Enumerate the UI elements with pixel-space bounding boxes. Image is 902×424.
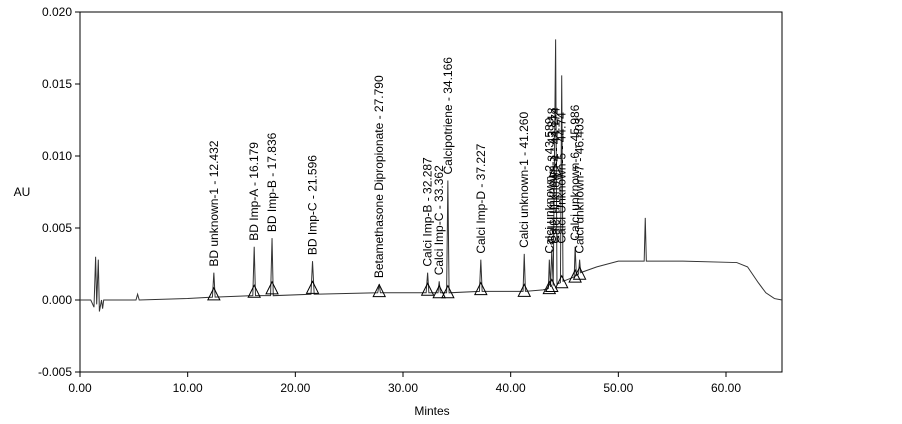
x-tick-label: 50.00 [603,381,633,395]
peak-marker [207,286,221,301]
peak-label: Calci unknown-2 - 43.589 [542,117,556,253]
peak-marker [432,284,447,299]
peak-label: Betamethasone Dipropionate - 27.790 [372,75,386,278]
peak-marker [305,280,320,294]
x-axis-label: Mintes [414,404,449,418]
peak-label: Calci Imp-B - 32.287 [421,157,435,267]
peak-label: Calci unknown-6 - 45.986 [568,104,582,240]
peak-label: Calci Imp-C - 33.362 [432,165,446,275]
x-tick-label: 30.00 [388,381,418,395]
x-tick-label: 20.00 [280,381,310,395]
peak-marker [265,280,279,295]
x-tick-label: 0.00 [68,381,92,395]
peak-marker [420,282,435,296]
peak-marker [554,274,569,289]
peak-label: Calci Imp-D - 37.227 [474,143,488,253]
y-tick-label: -0.005 [38,365,72,379]
peak-marker [572,266,587,280]
peak-marker [544,278,559,293]
trace [80,39,783,312]
x-tick-label: 10.00 [173,381,203,395]
peak-marker [372,283,387,298]
peak-marker [548,163,563,177]
x-tick-label: 40.00 [496,381,526,395]
plot-frame [79,11,783,373]
peak-marker [441,284,455,299]
x-tick-label: 60.00 [711,381,741,395]
y-tick-label: 0.005 [42,221,72,235]
peak-label: Calcipotriene - 34.166 [441,57,455,175]
y-tick-label: 0.015 [42,77,72,91]
peak-label: BD Imp-C - 21.596 [306,155,320,255]
peak-marker [517,283,532,297]
peak-label: BD Imp-B - 17.836 [265,132,279,232]
y-tick-label: 0.020 [42,5,72,19]
peak-marker [568,268,582,283]
peak-marker [542,280,557,295]
y-axis-label: AU [14,185,31,199]
y-tick-label: 0.010 [42,149,72,163]
peak-label: Calci unknown-3 - 43.818 [545,107,559,243]
peak-marker [474,281,488,296]
peak-label: Calci unknown-1 - 41.260 [517,112,531,248]
peak-label: Calci unknown-4 - 44.174 [549,107,563,243]
y-tick-label: 0.000 [42,293,72,307]
peak-label: BD Imp-A - 16.179 [247,142,261,241]
peak-label: Calci Unknown-5 - 44.74 [555,112,569,244]
peak-marker [247,284,262,298]
peak-label: Calci unknown-7 - 46.403 [573,117,587,253]
peak-label: BD unknown-1 - 12.432 [207,140,221,266]
